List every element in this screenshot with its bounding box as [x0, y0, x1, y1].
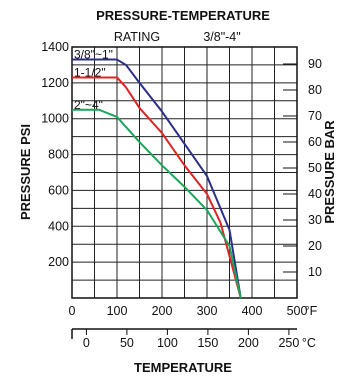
x2-axis-unit: °C [302, 336, 316, 350]
y-tick-label: 1400 [41, 40, 69, 54]
x-tick-label: 400 [242, 304, 263, 318]
y-axis-ticks: 200 400 600 800 1000 1200 1400 [41, 40, 69, 269]
plot-frame [71, 46, 298, 299]
y2-tick-label: 10 [308, 265, 322, 279]
x-tick-label: 300 [197, 304, 218, 318]
y2-tick-label: 70 [308, 109, 322, 123]
y2-tick-label: 20 [308, 239, 322, 253]
y-tick-label: 200 [48, 255, 69, 269]
x-tick-label: 100 [107, 304, 128, 318]
series-label-3: 2"~4" [74, 98, 103, 112]
chart-subtitle-rating: RATING [114, 30, 160, 44]
series-lines: 3/8"~1" 1-1/2" 2"~4" [72, 48, 242, 299]
y2-axis-ticks: 10 20 30 40 50 60 70 80 90 [283, 57, 322, 279]
y2-tick-label: 80 [308, 83, 322, 97]
y-tick-label: 600 [48, 183, 69, 197]
x2-tick-label: 200 [238, 336, 259, 350]
series-label-1: 3/8"~1" [74, 48, 113, 62]
series-line-3 [72, 108, 242, 299]
chart-subtitle-size: 3/8"-4" [203, 30, 240, 44]
y-tick-label: 400 [48, 219, 69, 233]
y-axis-title: PRESSURE PSI [18, 124, 33, 220]
x-tick-label: 500 [287, 304, 308, 318]
series-line-1 [72, 58, 242, 299]
y2-tick-label: 50 [308, 161, 322, 175]
y-tick-label: 800 [48, 148, 69, 162]
y2-tick-label: 60 [308, 135, 322, 149]
y2-tick-label: 30 [308, 213, 322, 227]
x-tick-label: 200 [152, 304, 173, 318]
y-tick-label: 1200 [41, 76, 69, 90]
y2-tick-label: 90 [308, 57, 322, 71]
x2-tick-label: 250 [278, 336, 299, 350]
y2-tick-label: 40 [308, 187, 322, 201]
x2-tick-label: 50 [120, 336, 134, 350]
grid-lines [72, 47, 297, 298]
x-axis-ticks: 0 100 200 300 400 500°F [69, 304, 318, 318]
series-line-2 [72, 76, 242, 299]
x-axis-unit: °F [305, 304, 318, 318]
x2-tick-label: 100 [157, 336, 178, 350]
y2-axis-title: PRESSURE BAR [322, 120, 337, 224]
y-tick-label: 1000 [41, 112, 69, 126]
x-axis-title: TEMPERATURE [134, 360, 232, 375]
x2-axis: 0 50 100 150 200 250 °C [71, 328, 316, 350]
x2-tick-label: 150 [197, 336, 218, 350]
chart-title: PRESSURE-TEMPERATURE [96, 8, 270, 23]
x-tick-label: 0 [69, 304, 76, 318]
x2-tick-label: 0 [83, 336, 90, 350]
series-label-2: 1-1/2" [74, 65, 106, 79]
